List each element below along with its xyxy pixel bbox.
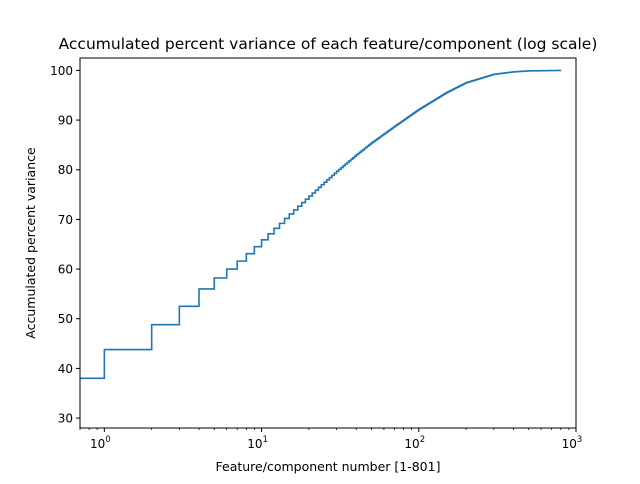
y-tick-label: 80 [58,163,73,177]
x-axis: 100 101 102 103 [79,428,583,451]
plot-frame [79,57,577,429]
y-tick-label: 90 [58,114,73,128]
y-axis-label: Accumulated percent variance [23,147,38,339]
x-tick-label: 100 [90,435,111,451]
plot-area [79,57,577,429]
x-tick-label: 101 [247,435,268,451]
x-tick-label: 103 [562,435,583,451]
y-axis: 30 40 50 60 70 80 90 100 [50,64,80,426]
y-tick-label: 70 [58,213,73,227]
x-tick-label: 102 [404,435,425,451]
y-tick-label: 100 [50,64,73,78]
chart-title: Accumulated percent variance of each fea… [59,35,598,53]
x-axis-label: Feature/component number [1-801] [216,459,441,474]
series-line [80,69,562,380]
y-tick-label: 40 [58,362,73,376]
y-tick-label: 30 [58,412,73,426]
y-tick-label: 60 [58,263,73,277]
y-tick-label: 50 [58,312,73,326]
